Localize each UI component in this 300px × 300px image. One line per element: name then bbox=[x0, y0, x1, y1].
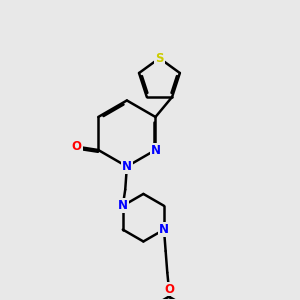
Text: O: O bbox=[164, 283, 174, 296]
Text: N: N bbox=[122, 160, 132, 173]
Text: N: N bbox=[151, 143, 160, 157]
Text: N: N bbox=[159, 223, 169, 236]
Text: S: S bbox=[155, 52, 164, 65]
Text: O: O bbox=[72, 140, 82, 153]
Text: N: N bbox=[118, 199, 128, 212]
